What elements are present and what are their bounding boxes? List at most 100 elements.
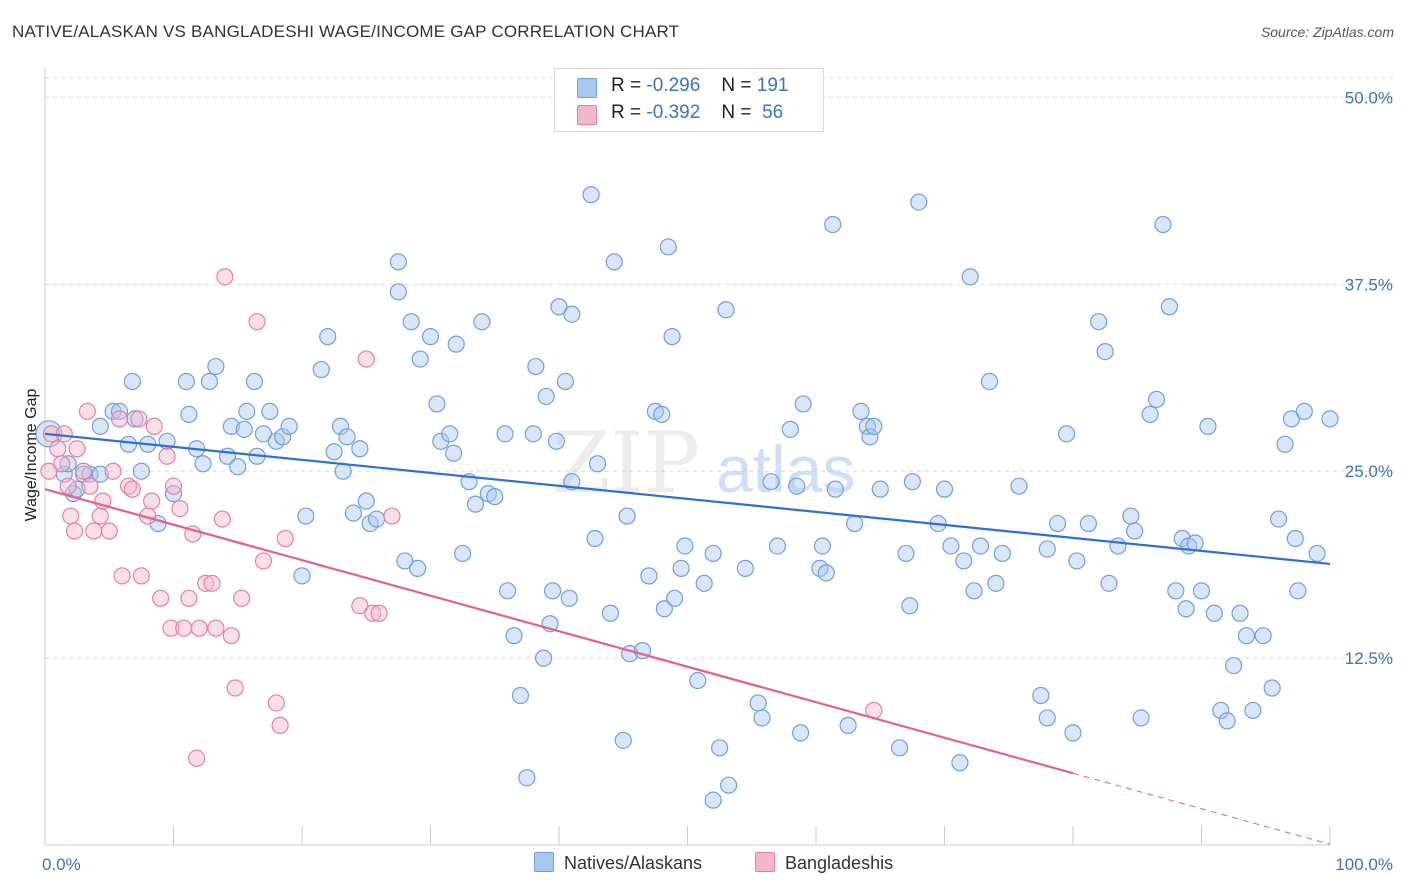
native-point <box>511 686 530 705</box>
native-point <box>1269 510 1288 528</box>
legend-swatch-natives <box>577 78 597 98</box>
bangladeshi-point <box>233 589 251 607</box>
native-point <box>1276 435 1294 453</box>
native-point <box>473 313 491 331</box>
native-point <box>1057 425 1076 443</box>
native-point <box>1126 522 1144 540</box>
native-point <box>666 589 684 607</box>
native-point <box>132 462 150 480</box>
native-point <box>180 405 198 423</box>
native-point <box>280 417 298 435</box>
native-point <box>499 582 517 600</box>
legend-r-label: R = <box>611 102 642 123</box>
native-point <box>1100 574 1118 592</box>
bangladeshi-point <box>85 522 103 540</box>
bangladeshi-point <box>351 597 369 615</box>
native-point <box>428 395 446 413</box>
watermark-atlas: atlas <box>716 432 855 506</box>
native-point <box>389 253 407 271</box>
native-point <box>1160 298 1178 316</box>
native-point <box>1064 724 1082 742</box>
native-point <box>1090 313 1108 331</box>
bangladeshi-point <box>74 462 93 480</box>
native-point <box>312 360 330 379</box>
native-point <box>409 559 427 577</box>
native-point <box>768 537 787 555</box>
native-point <box>1254 627 1272 645</box>
native-point <box>695 574 713 592</box>
bangladeshi-point <box>91 507 109 525</box>
native-point <box>235 420 253 438</box>
bangladeshi-point <box>113 567 131 585</box>
bangladeshi-point <box>248 313 266 331</box>
native-point <box>207 357 225 376</box>
bottom-legend-bangladeshis: Bangladeshis <box>755 852 893 874</box>
bangladeshi-point <box>145 417 163 435</box>
native-point <box>1079 514 1098 533</box>
native-point <box>582 186 600 204</box>
native-point <box>261 402 279 421</box>
legend-r-value: -0.296 <box>646 75 701 96</box>
native-point <box>389 283 407 301</box>
native-point <box>704 544 722 563</box>
native-point <box>813 537 832 555</box>
bangladeshi-point <box>364 604 382 622</box>
native-point <box>704 791 722 809</box>
native-point <box>524 425 542 443</box>
native-point <box>720 776 738 794</box>
native-point <box>534 649 553 667</box>
native-point <box>987 574 1005 592</box>
bangladeshi-point <box>190 619 208 637</box>
series-natives-alaskans <box>35 186 1339 809</box>
native-point <box>794 395 812 413</box>
y-tick-label: 50.0% <box>1345 88 1393 107</box>
native-point <box>1308 544 1326 563</box>
native-point <box>826 480 844 498</box>
legend-n-value: 56 <box>762 102 784 123</box>
bangladeshi-point <box>158 447 176 465</box>
bangladeshi-point <box>78 402 97 421</box>
native-point <box>672 559 690 577</box>
native-point <box>59 455 77 473</box>
native-point <box>344 504 362 522</box>
native-point <box>1289 582 1307 600</box>
y-tick-labels: 12.5% 25.0% 37.5% 50.0% <box>1345 88 1393 668</box>
native-point <box>319 328 337 346</box>
bangladeshi-point <box>81 477 99 495</box>
native-point <box>177 372 195 391</box>
native-point <box>421 328 440 346</box>
native-point <box>1192 582 1211 600</box>
native-point <box>325 443 343 461</box>
native-point <box>1010 477 1028 495</box>
native-point <box>238 402 256 421</box>
native-point <box>1167 582 1185 600</box>
native-point <box>1286 529 1304 548</box>
y-axis-label: Wage/Income Gap <box>23 389 40 522</box>
native-point <box>689 671 707 690</box>
native-point <box>711 739 729 757</box>
bangladeshi-point <box>65 522 84 540</box>
native-point <box>1244 701 1262 720</box>
native-point <box>663 328 681 346</box>
bangladeshi-point <box>180 589 198 607</box>
native-point <box>971 537 990 555</box>
native-point <box>351 440 369 458</box>
bangladeshi-point <box>175 619 193 637</box>
native-point <box>543 582 562 600</box>
native-point <box>550 298 568 316</box>
bangladeshi-point <box>197 574 215 592</box>
native-point <box>1237 627 1256 645</box>
x-tick-labels: 0.0% 100.0% <box>42 855 1393 874</box>
native-point <box>655 600 673 618</box>
native-point <box>791 724 810 742</box>
native-point <box>1141 405 1159 423</box>
bottom-legend-label: Natives/Alaskans <box>564 853 703 873</box>
native-point <box>560 589 578 607</box>
native-point <box>1295 402 1313 421</box>
native-point <box>903 473 921 491</box>
native-point <box>890 739 909 757</box>
native-point <box>254 425 273 443</box>
native-point <box>547 432 566 450</box>
native-point <box>845 514 864 533</box>
native-point <box>496 425 514 443</box>
